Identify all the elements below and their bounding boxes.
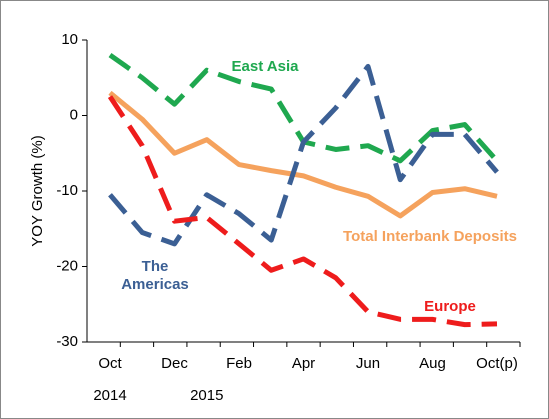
y-tick-label: -10: [56, 182, 78, 199]
y-tick-label: -30: [56, 333, 78, 350]
x-tick-label: Apr: [292, 355, 315, 372]
series-label: The Americas: [121, 258, 189, 293]
year-label: 2014: [93, 387, 126, 404]
x-tick-label: Jun: [356, 355, 380, 372]
x-tick-label: Oct: [98, 355, 122, 372]
y-tick-label: -20: [56, 257, 78, 274]
series-label: Europe: [424, 298, 476, 315]
y-tick-label: 10: [61, 31, 78, 48]
series-line: [108, 90, 498, 219]
y-tick-label: 0: [70, 106, 78, 123]
x-tick-label: Oct(p): [476, 355, 518, 372]
x-tick-label: Aug: [419, 355, 446, 372]
y-axis-label: YOY Growth (%): [29, 135, 46, 246]
series-line: [108, 63, 499, 247]
series-label: Total Interbank Deposits: [343, 228, 517, 245]
series-label: East Asia: [231, 58, 299, 75]
x-tick-label: Dec: [161, 355, 188, 372]
x-tick-label: Feb: [226, 355, 252, 372]
year-label: 2015: [190, 387, 223, 404]
series-line: [107, 95, 498, 328]
